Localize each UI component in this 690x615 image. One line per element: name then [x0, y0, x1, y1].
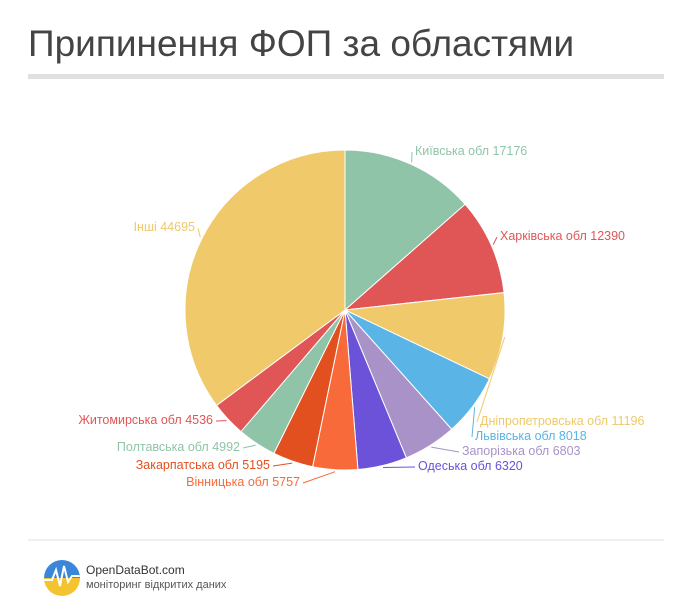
- title-underline: [28, 74, 664, 79]
- slice-label-category: Запорізька обл: [462, 444, 549, 458]
- slice-label: Житомирська обл 4536: [78, 413, 213, 427]
- slice-label: Одеська обл 6320: [418, 459, 523, 473]
- slice-label-value: 12390: [590, 229, 625, 243]
- slice-label-value: 4536: [185, 413, 213, 427]
- footer-tagline: моніторинг відкритих даних: [86, 579, 227, 591]
- leader-line: [242, 444, 256, 449]
- slice-label-category: Житомирська обл: [78, 413, 181, 427]
- leader-line: [272, 462, 293, 467]
- slice-label: Вінницька обл 5757: [186, 475, 300, 489]
- leader-line: [197, 227, 201, 238]
- leader-line: [302, 471, 336, 484]
- slice-label-value: 6803: [553, 444, 581, 458]
- slice-label: Закарпатська обл 5195: [136, 458, 270, 472]
- slice-label-category: Закарпатська обл: [136, 458, 239, 472]
- slice-label-value: 6320: [495, 459, 523, 473]
- slice-label: Запорізька обл 6803: [462, 444, 581, 458]
- slice-label: Інші 44695: [134, 220, 195, 234]
- leader-line: [431, 446, 460, 453]
- slice-label-category: Інші: [134, 220, 157, 234]
- leader-line: [492, 236, 498, 245]
- pie-slice: [343, 203, 505, 311]
- slice-label-category: Харківська обл: [500, 229, 587, 243]
- slice-label: Полтавська обл 4992: [117, 440, 240, 454]
- logo: [44, 560, 80, 596]
- slice-label-category: Одеська обл: [418, 459, 491, 473]
- slice-label-category: Дніпропетровська обл: [480, 414, 608, 428]
- slice-label-category: Київська обл: [415, 144, 489, 158]
- chart-title: Припинення ФОП за областями: [28, 23, 574, 64]
- pie-slice: [343, 292, 506, 380]
- leader-line: [476, 336, 506, 423]
- slice-label-value: 8018: [559, 429, 587, 443]
- leader-line: [471, 407, 476, 438]
- slice-label-value: 5195: [242, 458, 270, 472]
- slice-label-value: 5757: [272, 475, 300, 489]
- footer-brand: OpenDataBot.com: [86, 563, 185, 577]
- slice-label-value: 4992: [212, 440, 240, 454]
- slice-label: Харківська обл 12390: [500, 229, 625, 243]
- slice-label-category: Вінницька обл: [186, 475, 269, 489]
- slice-label-value: 11196: [612, 414, 645, 428]
- slice-label-value: 17176: [493, 144, 528, 158]
- slice-label-category: Полтавська обл: [117, 440, 209, 454]
- slice-label-value: 44695: [160, 220, 195, 234]
- pie-slice: [344, 149, 466, 312]
- slice-label-category: Львівська обл: [475, 429, 555, 443]
- pie-slice: [184, 149, 346, 407]
- slice-label: Київська обл 17176: [415, 144, 527, 158]
- slice-label: Львівська обл 8018: [475, 429, 587, 443]
- slice-label: Дніпропетровська обл 11196: [480, 414, 644, 428]
